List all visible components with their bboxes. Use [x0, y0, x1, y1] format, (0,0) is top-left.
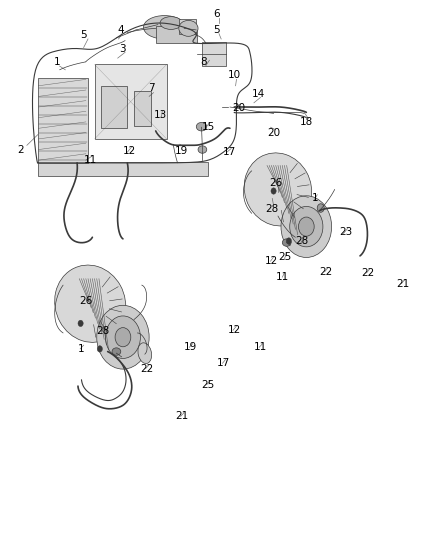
Ellipse shape	[283, 239, 291, 246]
FancyBboxPatch shape	[95, 64, 166, 139]
FancyBboxPatch shape	[101, 86, 127, 128]
Text: 28: 28	[295, 236, 309, 246]
Text: 12: 12	[228, 325, 241, 335]
Text: 23: 23	[339, 227, 352, 237]
Text: 1: 1	[54, 57, 61, 67]
Text: 28: 28	[97, 326, 110, 336]
Text: 20: 20	[267, 127, 280, 138]
Text: 11: 11	[84, 155, 97, 165]
Text: 15: 15	[201, 122, 215, 132]
FancyBboxPatch shape	[201, 42, 226, 66]
Ellipse shape	[138, 343, 152, 364]
Ellipse shape	[112, 348, 121, 356]
Ellipse shape	[97, 346, 102, 352]
Text: 18: 18	[300, 117, 313, 127]
Ellipse shape	[196, 123, 207, 131]
Text: 17: 17	[223, 147, 237, 157]
Text: 11: 11	[254, 342, 267, 352]
Ellipse shape	[97, 305, 149, 369]
Text: 21: 21	[396, 279, 409, 288]
Ellipse shape	[271, 188, 276, 194]
Text: 13: 13	[153, 110, 167, 120]
Text: 12: 12	[123, 146, 136, 156]
Text: 20: 20	[232, 103, 245, 113]
Text: 21: 21	[175, 411, 188, 422]
Text: 22: 22	[140, 364, 154, 374]
Text: 19: 19	[184, 342, 197, 352]
Text: 4: 4	[117, 25, 124, 35]
Text: 6: 6	[213, 9, 220, 19]
Ellipse shape	[286, 238, 291, 244]
Text: 5: 5	[80, 30, 87, 41]
Ellipse shape	[144, 15, 185, 39]
FancyBboxPatch shape	[38, 78, 88, 163]
Text: 26: 26	[269, 177, 283, 188]
Ellipse shape	[290, 206, 323, 247]
Text: 1: 1	[312, 193, 318, 204]
Ellipse shape	[244, 153, 312, 226]
Text: 2: 2	[17, 144, 24, 155]
Ellipse shape	[106, 316, 141, 359]
Text: 11: 11	[276, 272, 289, 282]
Ellipse shape	[198, 146, 207, 154]
Ellipse shape	[298, 217, 314, 236]
Ellipse shape	[115, 328, 131, 347]
Text: 10: 10	[228, 70, 241, 80]
Ellipse shape	[179, 20, 198, 36]
Ellipse shape	[55, 265, 126, 342]
FancyBboxPatch shape	[38, 162, 208, 176]
Text: 25: 25	[278, 252, 291, 262]
Text: 8: 8	[201, 57, 207, 67]
Ellipse shape	[160, 17, 182, 29]
Text: 19: 19	[175, 146, 188, 156]
Text: 14: 14	[252, 88, 265, 99]
Text: 3: 3	[120, 44, 126, 53]
Ellipse shape	[281, 196, 332, 257]
Text: 22: 22	[361, 268, 374, 278]
Ellipse shape	[78, 320, 83, 327]
Text: 1: 1	[78, 344, 85, 354]
Text: 5: 5	[213, 25, 220, 35]
Text: 25: 25	[201, 379, 215, 390]
FancyBboxPatch shape	[179, 19, 196, 34]
FancyBboxPatch shape	[155, 26, 197, 43]
FancyBboxPatch shape	[134, 91, 151, 126]
Ellipse shape	[317, 204, 324, 212]
Text: 28: 28	[265, 204, 278, 214]
Text: 26: 26	[79, 296, 92, 306]
Text: 22: 22	[319, 267, 332, 277]
Text: 12: 12	[265, 256, 278, 266]
Text: 17: 17	[217, 358, 230, 368]
Text: 7: 7	[148, 83, 155, 93]
